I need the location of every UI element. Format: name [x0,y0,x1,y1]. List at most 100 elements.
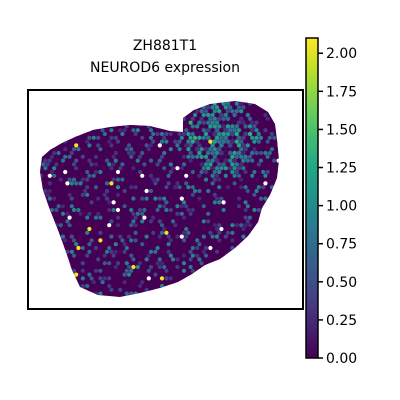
spot [184,128,189,133]
spot [74,158,79,163]
spot [206,257,211,262]
colorbar-tick-label: 2.00 [326,46,357,62]
spot [256,215,261,220]
spot [232,143,237,148]
spot [181,207,187,213]
spot [142,154,147,159]
spot [151,268,156,273]
spot [184,196,189,201]
spot [69,242,74,247]
spot [254,181,259,186]
spot [272,128,277,133]
spot [111,223,116,228]
spot [192,166,198,171]
spot [232,226,237,232]
spot [236,204,242,209]
spot [111,283,116,289]
spot [166,234,171,239]
spot [184,173,189,178]
spot [252,207,257,213]
spot [78,204,83,209]
spot [250,150,255,156]
spot [214,188,220,194]
spot [151,131,156,137]
spot [239,230,244,235]
spot [157,135,162,140]
spot [201,257,206,262]
spot [239,185,244,190]
spot [166,150,171,156]
spot [168,245,173,251]
spot [190,169,195,175]
spot [184,188,189,194]
spot [67,139,72,144]
spot [129,139,134,144]
spot [186,223,191,228]
spot [67,245,72,251]
spot [65,143,70,148]
spot [166,166,171,171]
spot [40,173,44,178]
spot [120,283,125,289]
spot [115,200,121,205]
spot [74,181,79,186]
spot [58,154,63,159]
spot [74,234,79,239]
spot [190,131,195,137]
spot [208,253,213,258]
spot [89,139,94,144]
spot [241,196,246,201]
spot [256,109,261,114]
spot [195,230,200,235]
spot [120,200,125,205]
spot [177,192,182,197]
spot [133,283,138,289]
spot [69,158,74,163]
spot [146,185,151,190]
spot [254,219,259,224]
spot [58,177,63,182]
spot [265,139,270,144]
spot [181,253,187,258]
spot [89,177,94,182]
spot [137,261,143,266]
spot [67,185,72,190]
spot [166,204,171,209]
spot [124,154,129,159]
spot [228,143,233,148]
title-line-1: ZH881T1 [133,38,197,54]
spot [96,249,101,254]
spot [188,226,193,232]
spot [107,131,112,137]
spot [230,154,235,159]
spot [155,177,160,182]
spot [102,253,107,258]
spot [225,101,231,106]
spot [276,158,279,163]
spot [234,139,239,144]
spot [129,283,134,289]
spot [159,192,165,197]
spot [82,211,88,216]
spot [85,207,90,213]
spot [195,131,200,137]
spot [131,249,136,254]
spot [133,268,138,273]
spot [164,207,169,213]
spot [109,166,114,171]
spot [155,200,160,205]
spot [122,196,127,201]
spot [96,234,101,239]
spot [199,154,204,159]
spot [52,150,57,156]
spot [159,139,165,144]
spot [221,223,226,228]
spot [221,131,226,137]
spot [104,150,110,156]
spot [263,120,268,125]
spot [210,166,215,171]
spot [170,226,176,232]
spot [241,166,246,171]
spot [221,192,226,197]
spot [179,173,184,178]
